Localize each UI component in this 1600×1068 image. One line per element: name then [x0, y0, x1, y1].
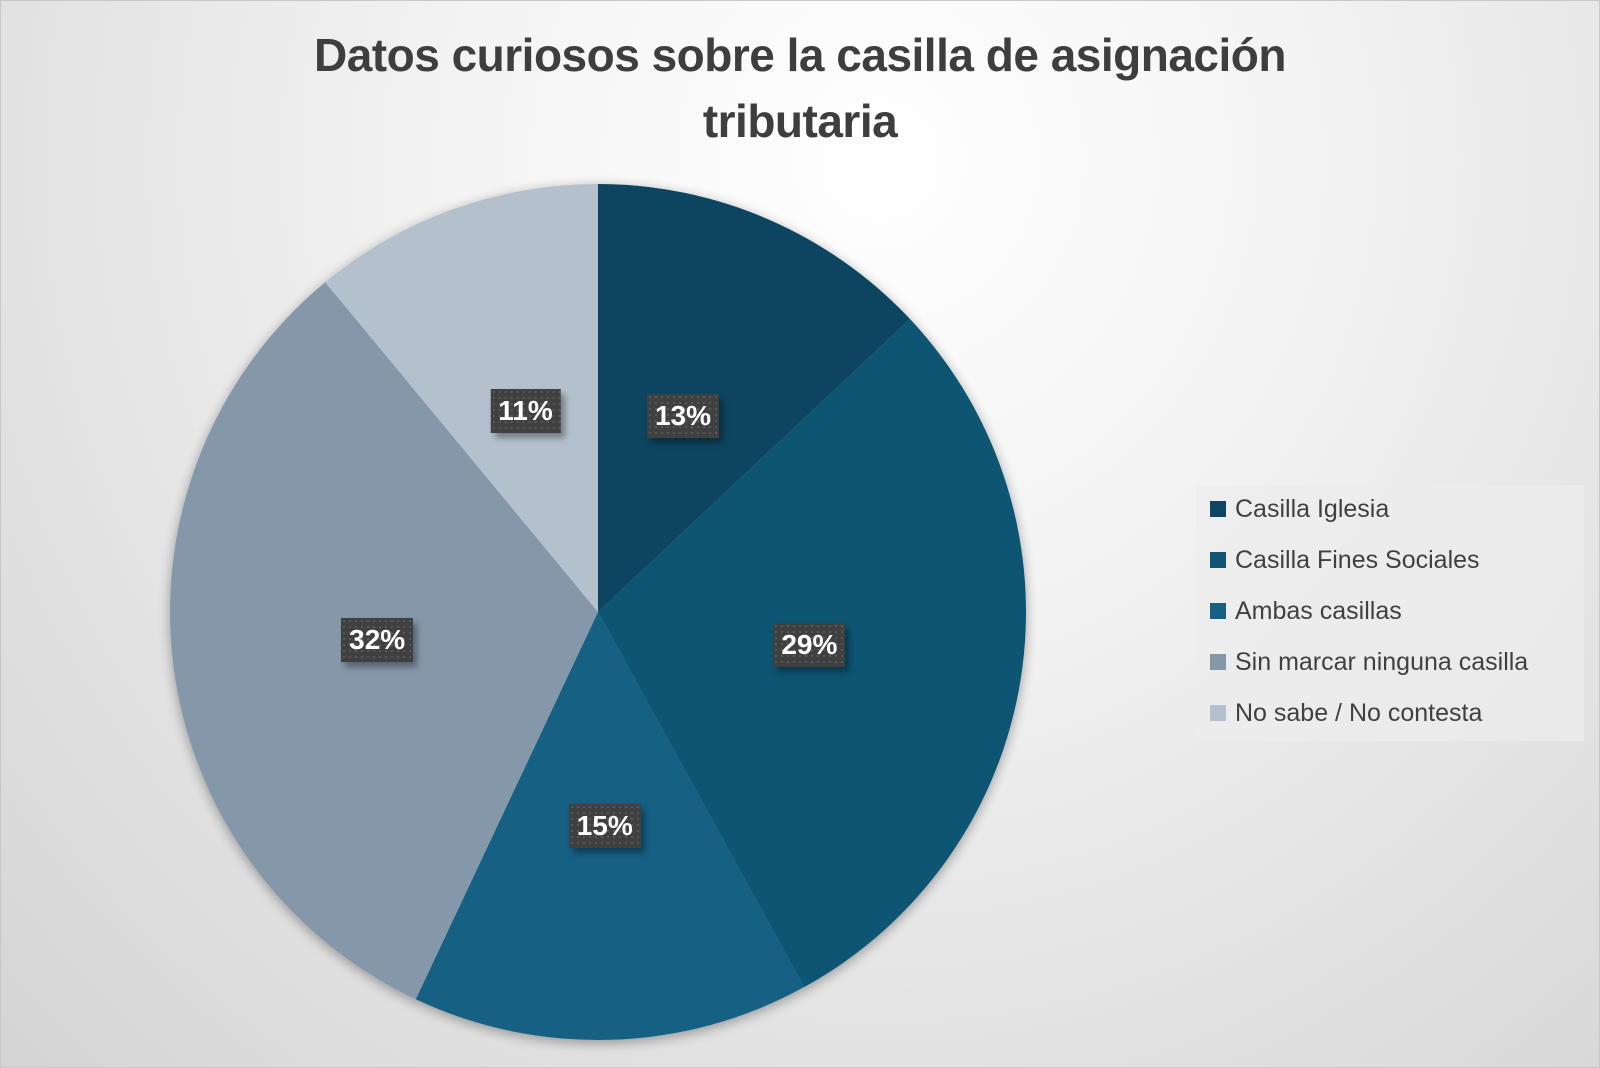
pie-slice-no-sabe-no-contesta[interactable]	[325, 184, 598, 612]
legend-item-sin-marcar[interactable]: Sin marcar ninguna casilla	[1210, 642, 1528, 682]
data-label: 11%	[490, 388, 561, 433]
chart-legend: Casilla Iglesia Casilla Fines Sociales A…	[1196, 485, 1584, 741]
legend-swatch-icon	[1210, 705, 1226, 721]
data-label: 13%	[646, 393, 720, 438]
legend-item-no-sabe[interactable]: No sabe / No contesta	[1210, 693, 1482, 733]
legend-item-casilla-fines-sociales[interactable]: Casilla Fines Sociales	[1210, 540, 1480, 580]
pie-slice-casilla-iglesia[interactable]	[598, 184, 910, 612]
chart-title: Datos curiosos sobre la casilla de asign…	[0, 22, 1600, 154]
legend-swatch-icon	[1210, 501, 1226, 517]
data-label: 32%	[341, 617, 414, 662]
chart-title-line-1: Datos curiosos sobre la casilla de asign…	[314, 29, 1286, 81]
legend-label: Casilla Iglesia	[1235, 494, 1390, 523]
chart-title-line-2: tributaria	[702, 95, 898, 147]
legend-item-ambas-casillas[interactable]: Ambas casillas	[1210, 591, 1402, 631]
legend-swatch-icon	[1210, 654, 1226, 670]
legend-item-casilla-iglesia[interactable]: Casilla Iglesia	[1210, 489, 1389, 529]
data-label: 15%	[568, 803, 641, 848]
legend-swatch-icon	[1210, 603, 1226, 619]
legend-label: No sabe / No contesta	[1235, 698, 1483, 727]
legend-label: Casilla Fines Sociales	[1235, 545, 1480, 574]
legend-label: Ambas casillas	[1235, 596, 1402, 625]
legend-label: Sin marcar ninguna casilla	[1235, 647, 1529, 676]
data-label: 29%	[773, 623, 846, 668]
legend-swatch-icon	[1210, 552, 1226, 568]
